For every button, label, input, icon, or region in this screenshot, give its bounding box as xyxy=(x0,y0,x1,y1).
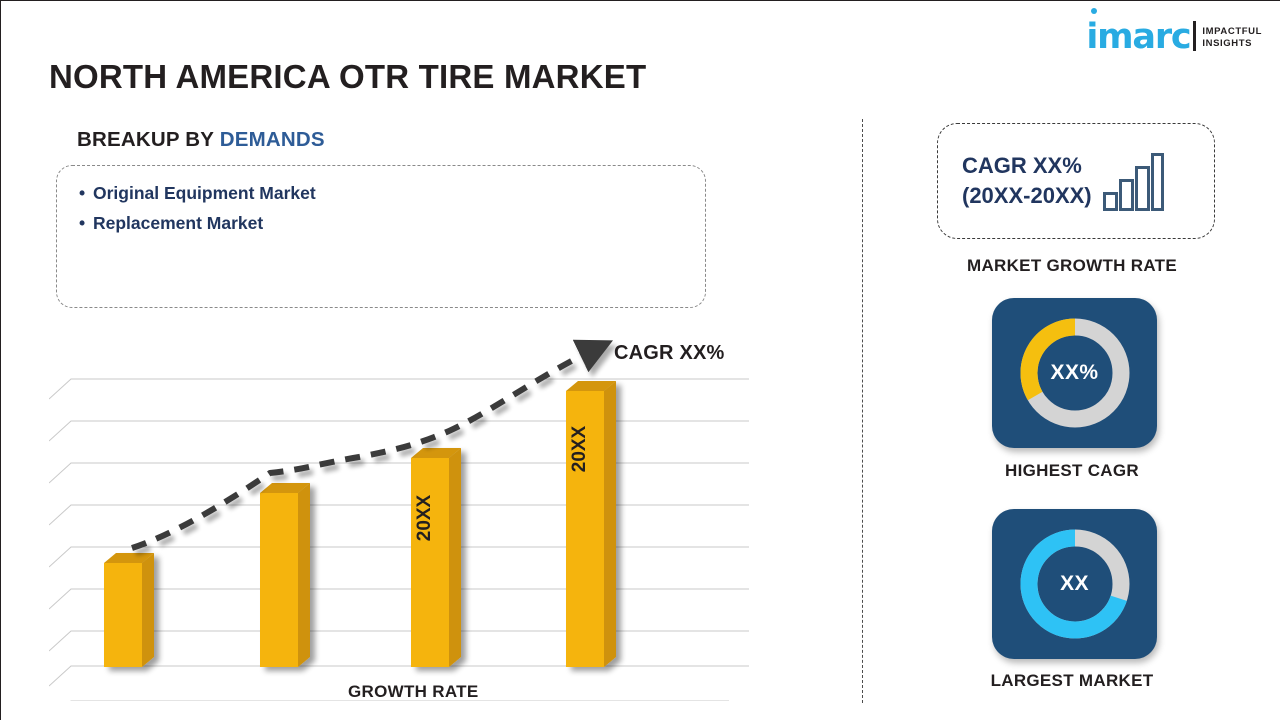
bullet-icon: • xyxy=(79,213,86,233)
highest-cagr-tile: XX% xyxy=(992,298,1157,448)
donut-chart-highest-cagr xyxy=(1020,318,1129,428)
chart-bar xyxy=(566,381,616,667)
chart-bar-label: 20XX xyxy=(414,494,435,541)
section-heading: BREAKUP BY DEMANDS xyxy=(77,128,325,152)
largest-market-value: XX xyxy=(1060,572,1089,595)
logo-tagline-line1: IMPACTFUL xyxy=(1202,26,1262,37)
list-item: • Replacement Market xyxy=(79,208,705,238)
chart-svg: 20XX 20XX xyxy=(49,339,749,701)
logo-tagline-line2: INSIGHTS xyxy=(1202,38,1253,49)
highest-cagr-caption: HIGHEST CAGR xyxy=(1005,461,1139,480)
market-growth-rate-box: CAGR XX% (20XX-20XX) xyxy=(937,123,1215,239)
chart-cagr-annotation: CAGR XX% xyxy=(614,342,725,364)
chart-bar xyxy=(411,448,461,667)
bullet-icon: • xyxy=(79,183,86,203)
logo-wordmark: imarc xyxy=(1086,8,1192,57)
growth-rate-bar-chart: 20XX 20XX xyxy=(49,331,749,701)
highest-cagr-value: XX% xyxy=(1050,361,1099,384)
donut-chart-largest-market xyxy=(1020,529,1129,639)
page-title: NORTH AMERICA OTR TIRE MARKET xyxy=(49,58,647,95)
largest-market-tile: XX xyxy=(992,509,1157,659)
chart-gridlines xyxy=(49,378,749,701)
list-item: • Original Equipment Market xyxy=(79,178,705,208)
ascending-bars-icon xyxy=(1102,152,1164,217)
largest-market-caption: LARGEST MARKET xyxy=(990,671,1154,690)
cagr-box-line2: (20XX-20XX) xyxy=(962,183,1092,208)
chart-trend-line xyxy=(131,339,614,551)
chart-bar xyxy=(104,553,154,667)
panel-divider xyxy=(862,119,863,703)
chart-bar-label: 20XX xyxy=(569,425,590,472)
chart-bar xyxy=(260,483,310,667)
logo-tagline: IMPACTFUL INSIGHTS xyxy=(1202,26,1262,50)
logo-divider xyxy=(1193,21,1197,51)
section-heading-prefix: BREAKUP BY xyxy=(77,128,220,151)
cagr-box-line1: CAGR XX% xyxy=(962,153,1082,178)
cagr-box-text: CAGR XX% (20XX-20XX) xyxy=(962,151,1092,211)
imarc-logo: imarc IMPACTFUL INSIGHTS xyxy=(1086,8,1262,57)
section-heading-accent: DEMANDS xyxy=(219,128,325,151)
list-item-label: Original Equipment Market xyxy=(93,183,316,203)
list-item-label: Replacement Market xyxy=(93,213,264,233)
market-growth-rate-caption: MARKET GROWTH RATE xyxy=(966,256,1177,275)
breakup-list-box: • Original Equipment Market • Replacement … xyxy=(56,165,706,308)
logo-dot-icon xyxy=(1091,8,1098,14)
logo-wordmark-text: imarc xyxy=(1086,17,1191,57)
chart-x-axis-label: GROWTH RATE xyxy=(348,682,479,701)
